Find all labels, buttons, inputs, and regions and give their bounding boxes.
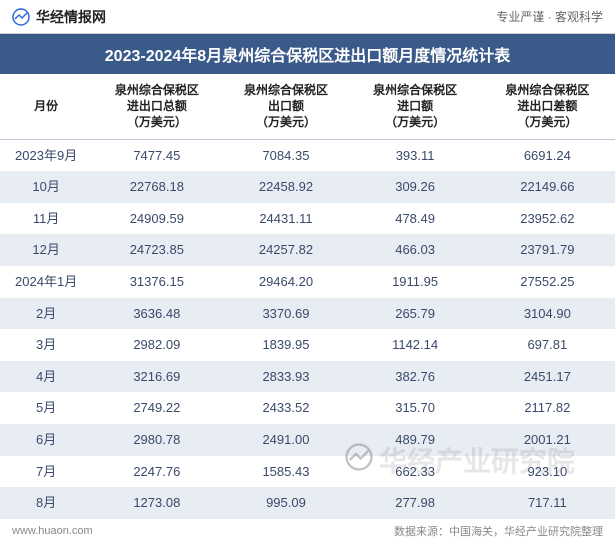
table-cell: 12月	[0, 234, 92, 266]
data-table: 月份 泉州综合保税区进出口总额（万美元） 泉州综合保税区出口额（万美元） 泉州综…	[0, 74, 615, 519]
table-cell: 265.79	[351, 298, 480, 330]
table-cell: 7月	[0, 456, 92, 488]
table-cell: 2023年9月	[0, 139, 92, 171]
table-row: 2月3636.483370.69265.793104.90	[0, 298, 615, 330]
table-cell: 22458.92	[221, 171, 350, 203]
col-header-import: 泉州综合保税区进口额（万美元）	[351, 74, 480, 139]
footer-bar: www.huaon.com 数据来源：中国海关，华经产业研究院整理	[0, 519, 615, 543]
table-cell: 2024年1月	[0, 266, 92, 298]
table-cell: 5月	[0, 392, 92, 424]
table-cell: 2117.82	[480, 392, 615, 424]
table-cell: 923.10	[480, 456, 615, 488]
logo-text: 华经情报网	[36, 7, 106, 27]
table-cell: 2月	[0, 298, 92, 330]
table-row: 6月2980.782491.00489.792001.21	[0, 424, 615, 456]
table-cell: 8月	[0, 487, 92, 519]
table-row: 5月2749.222433.52315.702117.82	[0, 392, 615, 424]
table-row: 3月2982.091839.951142.14697.81	[0, 329, 615, 361]
table-cell: 1273.08	[92, 487, 221, 519]
table-cell: 697.81	[480, 329, 615, 361]
table-cell: 4月	[0, 361, 92, 393]
col-header-total: 泉州综合保税区进出口总额（万美元）	[92, 74, 221, 139]
table-cell: 309.26	[351, 171, 480, 203]
table-cell: 2982.09	[92, 329, 221, 361]
table-cell: 24909.59	[92, 203, 221, 235]
table-row: 7月2247.761585.43662.33923.10	[0, 456, 615, 488]
table-cell: 3370.69	[221, 298, 350, 330]
table-cell: 6月	[0, 424, 92, 456]
footer-url: www.huaon.com	[12, 525, 93, 537]
table-row: 2024年1月31376.1529464.201911.9527552.25	[0, 266, 615, 298]
table-row: 4月3216.692833.93382.762451.17	[0, 361, 615, 393]
table-cell: 466.03	[351, 234, 480, 266]
col-header-export: 泉州综合保税区出口额（万美元）	[221, 74, 350, 139]
table-cell: 27552.25	[480, 266, 615, 298]
table-row: 10月22768.1822458.92309.2622149.66	[0, 171, 615, 203]
table-cell: 2749.22	[92, 392, 221, 424]
table-cell: 2247.76	[92, 456, 221, 488]
table-cell: 3104.90	[480, 298, 615, 330]
logo-icon	[12, 8, 30, 26]
header-bar: 华经情报网 专业严谨 · 客观科学	[0, 0, 615, 34]
table-cell: 23791.79	[480, 234, 615, 266]
table-cell: 2833.93	[221, 361, 350, 393]
table-cell: 662.33	[351, 456, 480, 488]
table-cell: 3216.69	[92, 361, 221, 393]
table-cell: 382.76	[351, 361, 480, 393]
table-cell: 10月	[0, 171, 92, 203]
table-cell: 3636.48	[92, 298, 221, 330]
table-row: 8月1273.08995.09277.98717.11	[0, 487, 615, 519]
logo-area: 华经情报网	[12, 7, 106, 27]
table-cell: 1585.43	[221, 456, 350, 488]
table-cell: 393.11	[351, 139, 480, 171]
table-cell: 24257.82	[221, 234, 350, 266]
table-cell: 24431.11	[221, 203, 350, 235]
table-cell: 2980.78	[92, 424, 221, 456]
table-cell: 29464.20	[221, 266, 350, 298]
table-cell: 315.70	[351, 392, 480, 424]
footer-source: 数据来源：中国海关，华经产业研究院整理	[394, 523, 603, 539]
table-cell: 2001.21	[480, 424, 615, 456]
table-cell: 717.11	[480, 487, 615, 519]
table-cell: 277.98	[351, 487, 480, 519]
table-cell: 995.09	[221, 487, 350, 519]
table-cell: 489.79	[351, 424, 480, 456]
table-cell: 2491.00	[221, 424, 350, 456]
table-row: 11月24909.5924431.11478.4923952.62	[0, 203, 615, 235]
table-cell: 7084.35	[221, 139, 350, 171]
table-cell: 1839.95	[221, 329, 350, 361]
table-cell: 478.49	[351, 203, 480, 235]
table-cell: 6691.24	[480, 139, 615, 171]
table-cell: 11月	[0, 203, 92, 235]
table-title: 2023-2024年8月泉州综合保税区进出口额月度情况统计表	[0, 34, 615, 74]
table-cell: 22149.66	[480, 171, 615, 203]
header-motto: 专业严谨 · 客观科学	[496, 8, 603, 25]
table-cell: 31376.15	[92, 266, 221, 298]
table-cell: 24723.85	[92, 234, 221, 266]
table-cell: 2451.17	[480, 361, 615, 393]
table-cell: 1142.14	[351, 329, 480, 361]
table-cell: 23952.62	[480, 203, 615, 235]
table-cell: 22768.18	[92, 171, 221, 203]
table-cell: 3月	[0, 329, 92, 361]
table-cell: 2433.52	[221, 392, 350, 424]
table-header-row: 月份 泉州综合保税区进出口总额（万美元） 泉州综合保税区出口额（万美元） 泉州综…	[0, 74, 615, 139]
col-header-month: 月份	[0, 74, 92, 139]
col-header-diff: 泉州综合保税区进出口差额（万美元）	[480, 74, 615, 139]
table-row: 12月24723.8524257.82466.0323791.79	[0, 234, 615, 266]
table-row: 2023年9月7477.457084.35393.116691.24	[0, 139, 615, 171]
table-cell: 7477.45	[92, 139, 221, 171]
table-cell: 1911.95	[351, 266, 480, 298]
